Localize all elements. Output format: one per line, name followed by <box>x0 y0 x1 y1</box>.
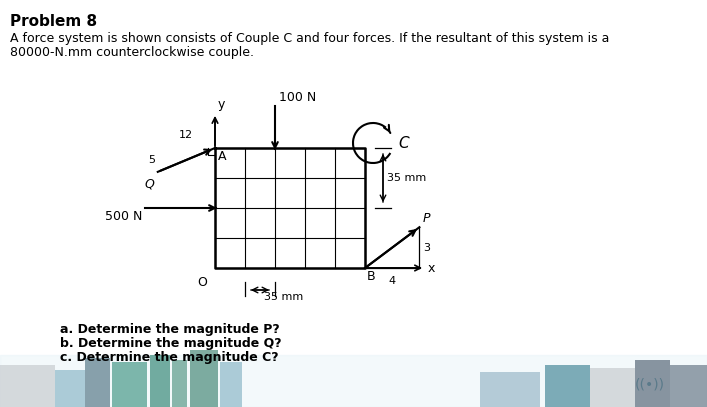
Bar <box>635 360 670 407</box>
Bar <box>190 350 218 407</box>
Text: 3: 3 <box>423 243 431 253</box>
Text: 80000-N.mm counterclockwise couple.: 80000-N.mm counterclockwise couple. <box>10 46 254 59</box>
Bar <box>112 362 147 407</box>
Bar <box>172 360 187 407</box>
Text: 4: 4 <box>389 276 396 286</box>
Text: 5: 5 <box>148 155 155 165</box>
Text: ((•)): ((•)) <box>635 378 665 392</box>
Text: b. Determine the magnitude Q?: b. Determine the magnitude Q? <box>60 337 281 350</box>
Text: O: O <box>197 276 207 289</box>
Text: P: P <box>422 212 430 225</box>
Bar <box>150 355 170 407</box>
Bar <box>55 370 85 407</box>
Text: C: C <box>398 136 409 151</box>
Bar <box>480 372 540 407</box>
Text: a. Determine the magnitude P?: a. Determine the magnitude P? <box>60 323 280 336</box>
Bar <box>220 362 242 407</box>
Bar <box>545 365 590 407</box>
Text: A: A <box>218 150 226 163</box>
Text: Q: Q <box>145 178 155 191</box>
Text: Problem 8: Problem 8 <box>10 14 97 29</box>
Bar <box>670 365 707 407</box>
Bar <box>590 368 635 407</box>
Text: y: y <box>218 98 226 111</box>
Text: A force system is shown consists of Couple C and four forces. If the resultant o: A force system is shown consists of Coup… <box>10 32 609 45</box>
Text: B: B <box>367 270 375 283</box>
Bar <box>85 358 110 407</box>
Text: x: x <box>428 262 436 274</box>
Text: 35 mm: 35 mm <box>387 173 426 183</box>
Text: 35 mm: 35 mm <box>264 292 303 302</box>
Text: 100 N: 100 N <box>279 91 316 104</box>
Text: 500 N: 500 N <box>105 210 142 223</box>
Bar <box>0 365 55 407</box>
Text: c. Determine the magnitude C?: c. Determine the magnitude C? <box>60 351 279 364</box>
Text: 12: 12 <box>180 130 194 140</box>
